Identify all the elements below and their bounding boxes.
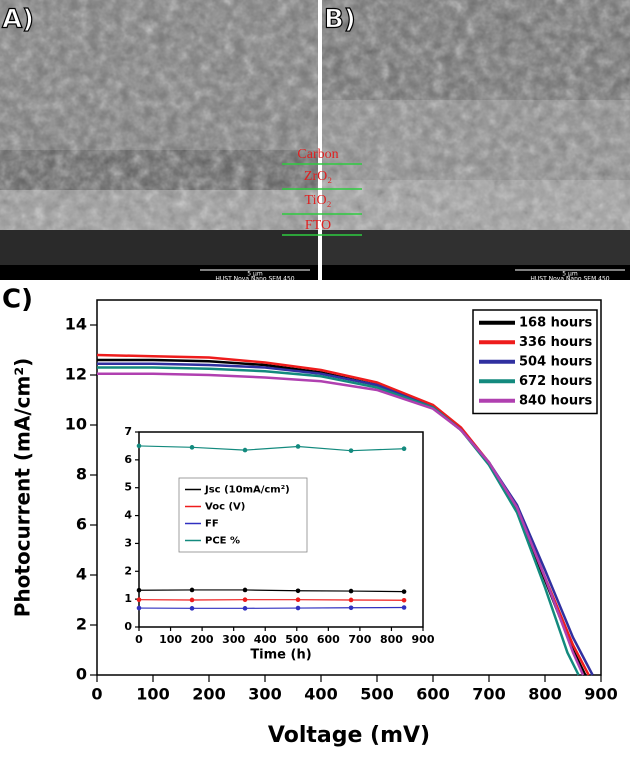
x-tick-label: 900 (584, 684, 617, 703)
series-marker (295, 444, 301, 449)
x-tick-label: 700 (472, 684, 505, 703)
series-marker (295, 588, 301, 594)
series-marker (401, 605, 407, 610)
y-tick-label: 1 (124, 592, 132, 605)
series-marker (401, 446, 407, 452)
panel-label: C) (2, 285, 33, 315)
x-tick-label: 400 (304, 684, 337, 703)
layer-lines (282, 163, 362, 236)
x-tick-label: 100 (136, 684, 169, 703)
y-tick-label: 12 (65, 365, 87, 384)
y-tick-label: 5 (124, 481, 132, 494)
legend-label: 168 hours (519, 315, 593, 330)
panel-label: A) (2, 5, 34, 35)
legend-label: FF (205, 519, 219, 530)
sem-image-a (0, 0, 318, 280)
series-marker (348, 605, 354, 611)
series-marker (348, 597, 354, 603)
x-tick-label: 200 (192, 684, 225, 703)
series-marker (242, 597, 248, 602)
x-tick-label: 800 (380, 633, 403, 646)
series-line (97, 372, 585, 676)
x-tick-label: 800 (528, 684, 561, 703)
series-line (138, 606, 405, 609)
series-line (138, 589, 405, 593)
series-marker (189, 445, 195, 450)
layer-label: ZrO₂ (304, 169, 332, 184)
series-marker (242, 606, 248, 611)
series-marker (136, 443, 142, 449)
y-tick-label: 0 (124, 620, 132, 633)
y-tick-label: 6 (76, 515, 87, 534)
series-marker (348, 588, 354, 594)
y-tick-label: 10 (65, 415, 87, 434)
y-tick-label: 8 (76, 465, 87, 484)
legend-label: PCE % (205, 536, 240, 547)
x-tick-label: 0 (91, 684, 102, 703)
x-tick-label: 300 (222, 633, 245, 646)
legend-box (178, 477, 308, 553)
x-tick-label: 100 (159, 633, 182, 646)
y-tick-label: 2 (76, 615, 87, 634)
layer-label: FTO (305, 218, 331, 233)
x-tick-label: 600 (317, 633, 340, 646)
panel-label: B) (324, 5, 356, 35)
series-marker (242, 587, 248, 593)
series-marker (401, 589, 407, 594)
series-line (138, 445, 405, 452)
x-tick-label: 700 (348, 633, 371, 646)
scale-text: 5 μm (247, 271, 263, 278)
instrument: HUST Nova Nano SEM 450 (215, 276, 294, 283)
x-tick-label: 400 (254, 633, 277, 646)
layer-label: TiO₂ (305, 193, 332, 208)
series-line (138, 599, 405, 601)
y-tick-label: 3 (124, 536, 132, 549)
x-tick-label: 300 (248, 684, 281, 703)
series-marker (189, 597, 195, 603)
y-tick-label: 14 (65, 315, 87, 334)
x-tick-label: 200 (191, 633, 214, 646)
series-marker (295, 597, 301, 602)
instrument: HUST Nova Nano SEM 450 (530, 276, 609, 283)
series-marker (189, 606, 195, 611)
series-marker (348, 448, 354, 453)
legend-label: 504 hours (519, 354, 593, 369)
y-tick-label: 6 (124, 453, 132, 466)
y-tick-label: 4 (76, 565, 87, 584)
series-marker (136, 597, 142, 602)
legend-label: Jsc (10mA/cm²) (204, 485, 290, 496)
x-tick-label: 500 (285, 633, 308, 646)
series-marker (295, 605, 301, 611)
legend-label: 840 hours (519, 393, 593, 408)
y-tick-label: 7 (124, 425, 132, 438)
plot-frame (138, 431, 424, 628)
series-marker (136, 605, 142, 611)
sem-image-b (322, 0, 630, 280)
x-tick-label: 500 (360, 684, 393, 703)
plot-frame (96, 299, 602, 676)
legend-label: 672 hours (519, 374, 593, 389)
y-tick-label: 2 (124, 564, 132, 577)
series-marker (136, 587, 142, 593)
x-axis-label: Voltage (mV) (268, 723, 430, 748)
y-tick-label: 0 (76, 665, 87, 684)
y-tick-label: 4 (124, 509, 132, 522)
x-axis-label: Time (h) (250, 648, 311, 663)
legend-label: Voc (V) (205, 502, 245, 513)
scale-text: 5 μm (562, 271, 578, 278)
x-tick-label: 0 (135, 633, 143, 646)
y-axis-label: Photocurrent (mA/cm²) (11, 358, 35, 617)
x-tick-label: 600 (416, 684, 449, 703)
layer-label: Carbon (297, 147, 338, 162)
series-marker (189, 587, 195, 593)
legend-label: 336 hours (519, 335, 593, 350)
series-marker (401, 597, 407, 603)
series-marker (242, 447, 248, 453)
x-tick-label: 900 (412, 633, 435, 646)
